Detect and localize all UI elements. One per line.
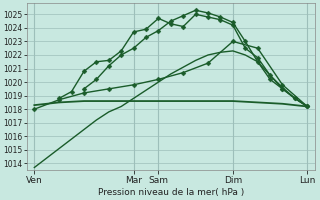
X-axis label: Pression niveau de la mer( hPa ): Pression niveau de la mer( hPa ) [98,188,244,197]
